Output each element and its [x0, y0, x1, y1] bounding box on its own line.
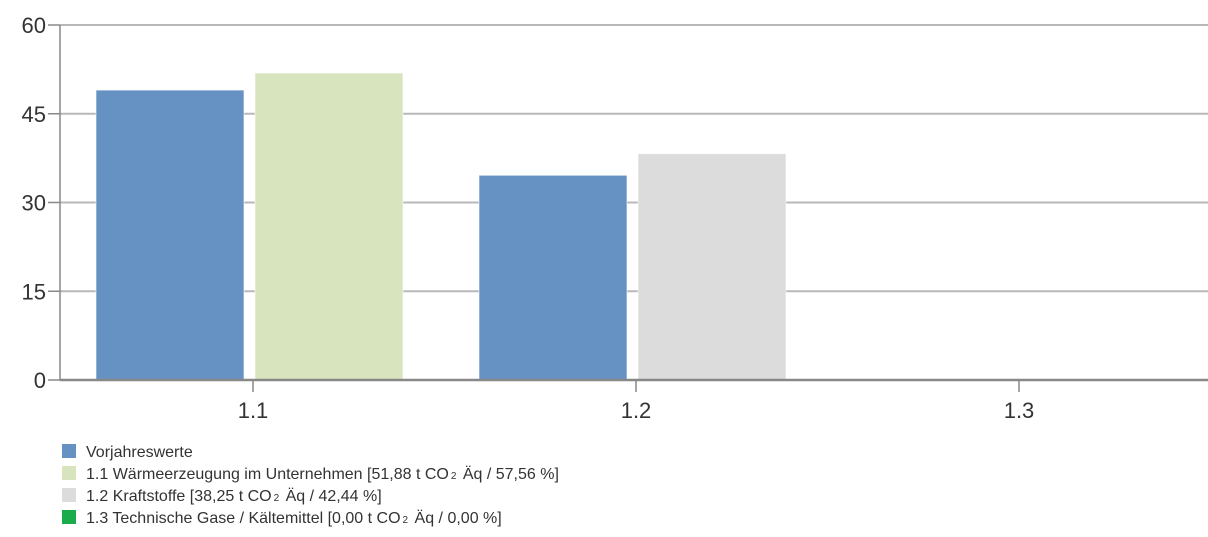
grid-lines — [60, 24, 1208, 293]
legend-swatch — [62, 444, 76, 458]
y-tick-label: 0 — [34, 368, 46, 393]
legend: Vorjahreswerte 1.1 Wärmeerzeugung im Unte… — [62, 444, 559, 527]
bar-1-1-current — [254, 72, 404, 381]
legend-label: 1.2 Kraftstoffe [38,25 t CO 2 Äq / 42,44 … — [86, 487, 382, 505]
y-tick-label: 30 — [22, 191, 46, 216]
x-tick-labels: 1.1 1.2 1.3 — [238, 398, 1035, 423]
x-tick-label: 1.3 — [1004, 398, 1035, 423]
y-tick-labels: 0 15 30 45 60 — [22, 13, 46, 393]
legend-label: Vorjahreswerte — [86, 444, 193, 461]
y-tick-label: 45 — [22, 102, 46, 127]
x-tick-label: 1.1 — [238, 398, 269, 423]
legend-swatch — [62, 488, 76, 502]
bar-1-2-current — [637, 153, 787, 381]
bar-1-2-vorjahr — [478, 174, 628, 381]
x-tick-label: 1.2 — [621, 398, 652, 423]
legend-label: 1.1 Wärmeerzeugung im Unternehmen [51,88… — [86, 465, 559, 483]
bar-1-1-vorjahr — [95, 89, 245, 381]
legend-label: 1.3 Technische Gase / Kältemittel [0,00 … — [86, 509, 502, 527]
axes — [48, 24, 1208, 392]
legend-swatch — [62, 466, 76, 480]
y-tick-label: 15 — [22, 279, 46, 304]
bars — [95, 72, 787, 381]
legend-swatch — [62, 510, 76, 524]
y-tick-label: 60 — [22, 13, 46, 38]
